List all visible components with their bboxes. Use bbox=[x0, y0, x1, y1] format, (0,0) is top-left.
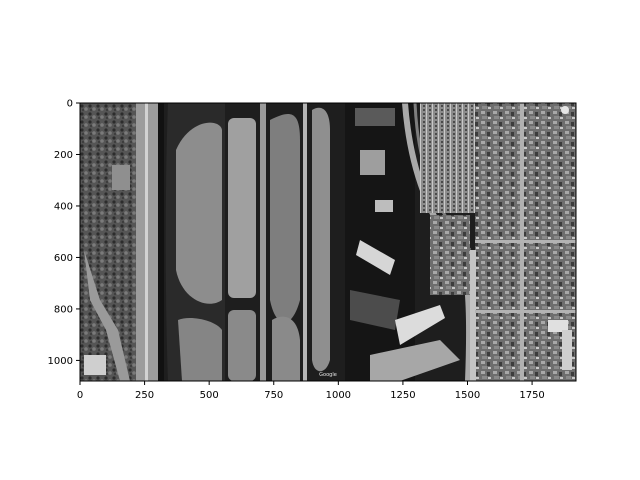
x-tick-label: 1250 bbox=[390, 390, 415, 401]
aerial-image bbox=[80, 103, 576, 381]
x-axis: 0 250 500 750 1000 1250 1500 1750 bbox=[77, 381, 545, 401]
zoom-controls-icon bbox=[562, 330, 572, 370]
x-tick-label: 1000 bbox=[326, 390, 351, 401]
y-tick-label: 0 bbox=[67, 99, 73, 110]
y-tick-label: 200 bbox=[54, 150, 73, 161]
y-tick-label: 1000 bbox=[48, 356, 73, 367]
x-tick-label: 500 bbox=[200, 390, 219, 401]
x-tick-label: 0 bbox=[77, 390, 83, 401]
x-tick-label: 1500 bbox=[455, 390, 480, 401]
y-axis: 0 200 400 600 800 1000 bbox=[48, 99, 80, 367]
plot-frame bbox=[79, 102, 577, 382]
x-tick-label: 1750 bbox=[519, 390, 544, 401]
y-tick-label: 800 bbox=[54, 304, 73, 315]
building-icon bbox=[84, 355, 106, 375]
y-tick-label: 400 bbox=[54, 201, 73, 212]
x-tick-label: 750 bbox=[264, 390, 283, 401]
x-tick-label: 250 bbox=[135, 390, 154, 401]
y-tick-label: 600 bbox=[54, 253, 73, 264]
watermark: Google bbox=[319, 372, 337, 378]
